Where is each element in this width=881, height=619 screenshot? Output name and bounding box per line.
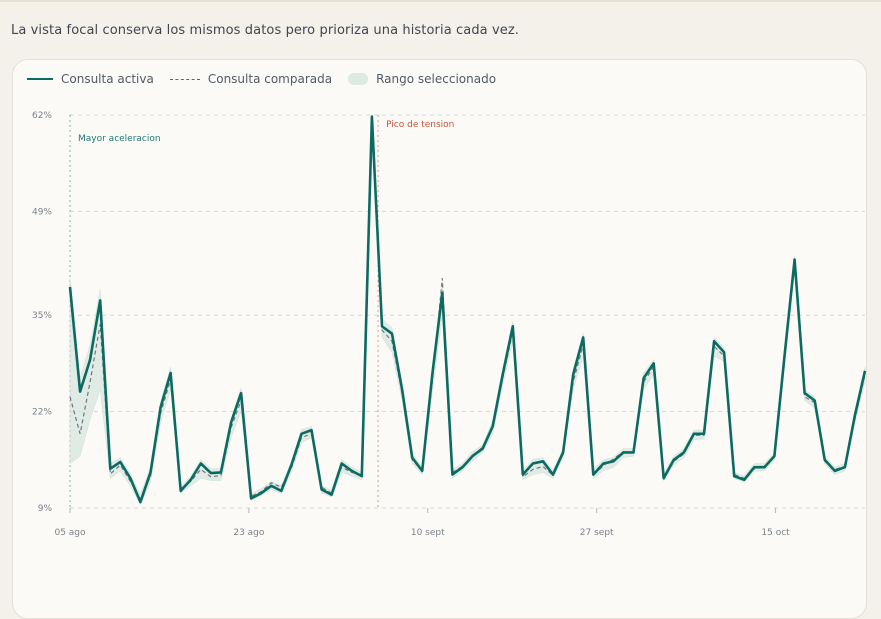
top-divider bbox=[0, 0, 881, 2]
annotation-label: Mayor aceleracion bbox=[78, 134, 161, 144]
legend-item-compared[interactable]: Consulta comparada bbox=[169, 72, 333, 86]
x-tick-label: 05 ago bbox=[54, 528, 86, 538]
legend-swatch-active bbox=[27, 78, 53, 80]
legend-item-range[interactable]: Rango seleccionado bbox=[348, 72, 496, 86]
annotation-label: Pico de tension bbox=[386, 120, 454, 130]
y-tick-label: 49% bbox=[32, 207, 52, 217]
series-line-compared bbox=[69, 120, 866, 501]
chart-caption: La vista focal conserva los mismos datos… bbox=[11, 23, 520, 38]
range-band bbox=[69, 114, 866, 505]
y-tick-label: 35% bbox=[32, 311, 52, 321]
y-tick-label: 9% bbox=[38, 504, 53, 514]
legend-item-active[interactable]: Consulta activa bbox=[27, 72, 154, 86]
legend-swatch-compared bbox=[169, 78, 200, 80]
line-chart: 9% 22% 35% 49% 62% Mayor aceleracion Pico de t… bbox=[32, 111, 867, 538]
x-tick-label: 10 sept bbox=[411, 528, 445, 538]
series-line-active bbox=[68, 115, 867, 504]
y-tick-label: 22% bbox=[32, 408, 52, 418]
legend-label-range: Rango seleccionado bbox=[376, 72, 497, 86]
chart-legend: Consulta activa Consulta comparada Rango… bbox=[27, 70, 512, 88]
x-tick-label: 23 ago bbox=[233, 528, 265, 538]
y-tick-label: 62% bbox=[32, 111, 52, 121]
x-tick-label: 27 sept bbox=[580, 528, 614, 538]
x-tick-label: 15 oct bbox=[761, 528, 790, 538]
legend-label-compared: Consulta comparada bbox=[207, 72, 333, 86]
legend-label-active: Consulta activa bbox=[61, 72, 154, 86]
legend-swatch-range bbox=[348, 73, 369, 85]
